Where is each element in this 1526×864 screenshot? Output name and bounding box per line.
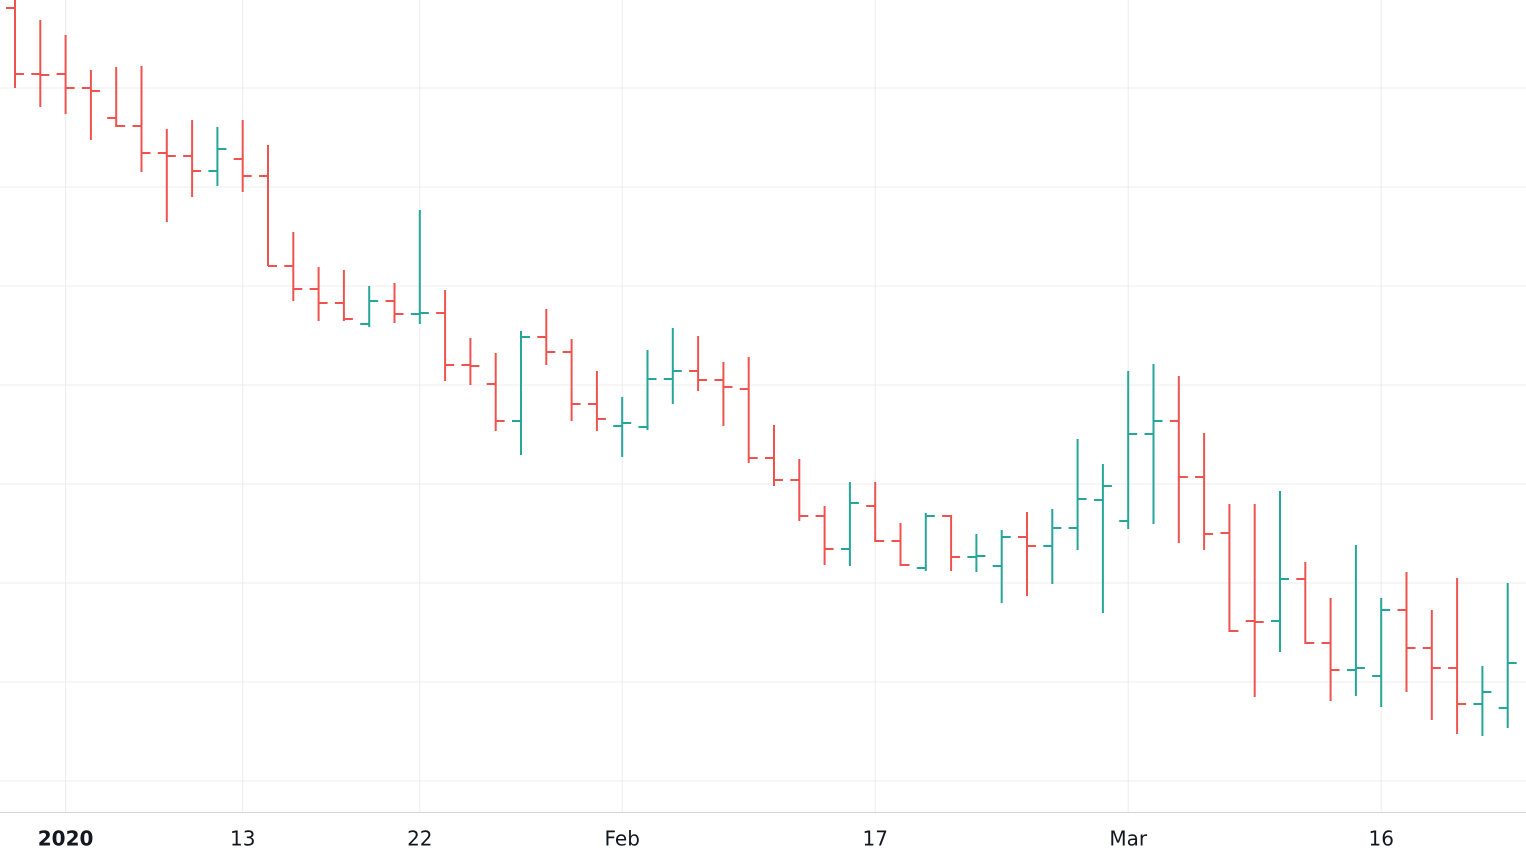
x-tick-label: 13 xyxy=(230,827,255,851)
x-tick-label: 22 xyxy=(407,827,432,851)
x-tick-label: Mar xyxy=(1109,827,1148,851)
x-tick-label: 16 xyxy=(1368,827,1393,851)
x-tick-label: 17 xyxy=(862,827,887,851)
x-tick-label: Feb xyxy=(604,827,639,851)
x-tick-label: 2020 xyxy=(38,827,94,851)
